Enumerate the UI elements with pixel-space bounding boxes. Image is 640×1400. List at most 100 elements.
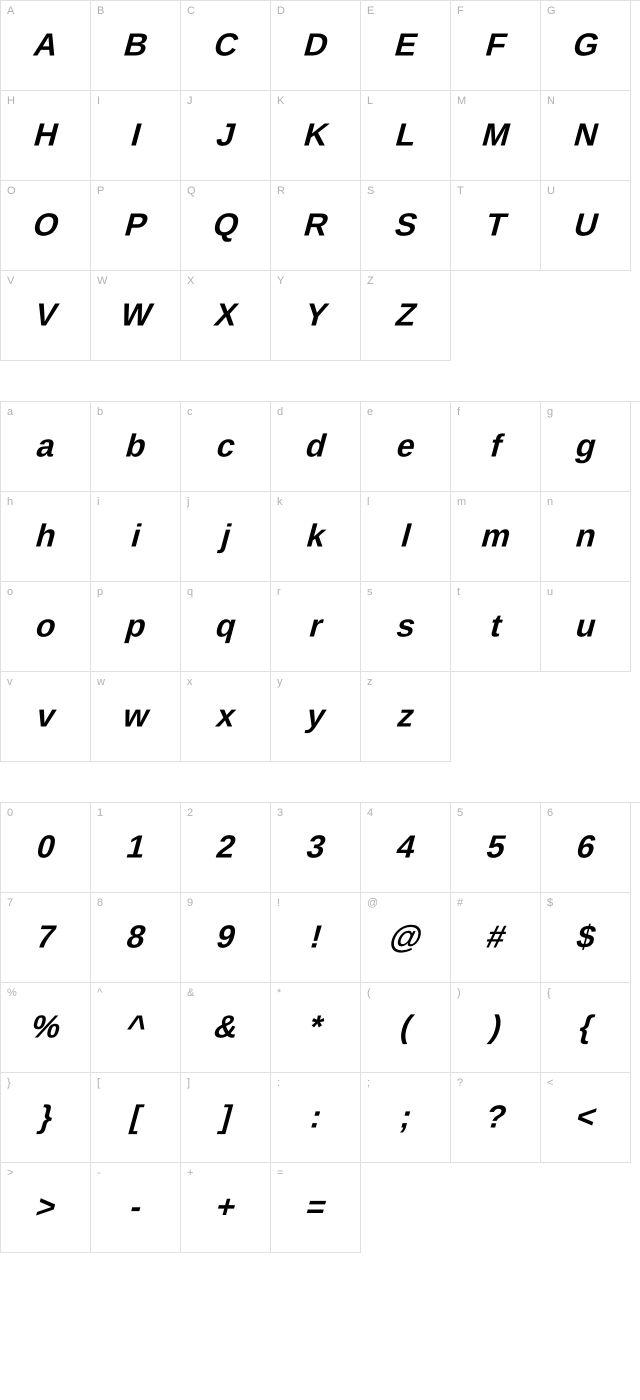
char-cell-empty <box>361 1163 451 1253</box>
char-cell: SS <box>361 181 451 271</box>
char-glyph: 2 <box>213 830 238 862</box>
char-label: 5 <box>457 807 463 819</box>
char-cell: BB <box>91 1 181 91</box>
char-label: 3 <box>277 807 283 819</box>
char-label: 4 <box>367 807 373 819</box>
char-label: @ <box>367 897 378 909</box>
char-glyph: k <box>303 519 328 551</box>
char-cell: vv <box>1 672 91 762</box>
char-glyph: Z <box>392 298 419 330</box>
char-cell: $$ <box>541 893 631 983</box>
charmap-section-numbers-symbols: 00112233445566778899!!@@##$$%%^^&&**(())… <box>0 802 640 1253</box>
char-label: { <box>547 987 551 999</box>
char-label: q <box>187 586 193 598</box>
char-glyph: ) <box>486 1010 504 1042</box>
char-label: ^ <box>97 987 102 999</box>
char-glyph: x <box>213 699 238 731</box>
char-label: C <box>187 5 195 17</box>
char-glyph: j <box>217 519 233 551</box>
char-cell: }} <box>1 1073 91 1163</box>
char-glyph: Y <box>301 298 330 330</box>
char-cell: yy <box>271 672 361 762</box>
char-glyph: - <box>126 1190 144 1222</box>
char-cell: ll <box>361 492 451 582</box>
char-cell: (( <box>361 983 451 1073</box>
char-label: f <box>457 406 460 418</box>
char-cell: KK <box>271 91 361 181</box>
char-glyph: 7 <box>33 920 58 952</box>
char-glyph: m <box>477 519 513 551</box>
char-cell: aa <box>1 402 91 492</box>
char-label: g <box>547 406 553 418</box>
char-cell: JJ <box>181 91 271 181</box>
char-label: i <box>97 496 99 508</box>
char-cell: 44 <box>361 803 451 893</box>
char-glyph: A <box>30 28 61 60</box>
charmap-section-uppercase: AABBCCDDEEFFGGHHIIJJKKLLMMNNOOPPQQRRSSTT… <box>0 0 640 361</box>
char-cell: ]] <box>181 1073 271 1163</box>
character-map: AABBCCDDEEFFGGHHIIJJKKLLMMNNOOPPQQRRSSTT… <box>0 0 640 1253</box>
char-label: + <box>187 1167 193 1179</box>
char-glyph: v <box>33 699 58 731</box>
char-glyph: z <box>394 699 418 731</box>
char-cell: nn <box>541 492 631 582</box>
char-label: : <box>277 1077 280 1089</box>
char-glyph: h <box>32 519 59 551</box>
char-glyph: 5 <box>483 830 508 862</box>
char-cell: %% <box>1 983 91 1073</box>
char-glyph: c <box>213 429 238 461</box>
char-glyph: * <box>305 1010 325 1042</box>
char-label: B <box>97 5 104 17</box>
char-glyph: i <box>127 519 143 551</box>
char-cell: qq <box>181 582 271 672</box>
char-label: c <box>187 406 193 418</box>
char-label: 0 <box>7 807 13 819</box>
char-cell: NN <box>541 91 631 181</box>
char-label: d <box>277 406 283 418</box>
char-label: t <box>457 586 460 598</box>
char-cell: << <box>541 1073 631 1163</box>
char-glyph: $ <box>573 920 598 952</box>
char-cell: cc <box>181 402 271 492</box>
char-label: $ <box>547 897 553 909</box>
char-glyph: < <box>572 1100 598 1132</box>
char-glyph: g <box>572 429 599 461</box>
char-label: p <box>97 586 103 598</box>
char-label: S <box>367 185 374 197</box>
char-cell: LL <box>361 91 451 181</box>
char-glyph: e <box>393 429 418 461</box>
char-label: ! <box>277 897 280 909</box>
char-cell: uu <box>541 582 631 672</box>
charmap-grid: aabbccddeeffgghhiijjkkllmmnnooppqqrrsstt… <box>0 401 640 762</box>
char-glyph: w <box>119 699 151 731</box>
char-label: v <box>7 676 13 688</box>
char-glyph: P <box>121 208 150 240</box>
charmap-grid: 00112233445566778899!!@@##$$%%^^&&**(())… <box>0 802 640 1253</box>
char-cell: bb <box>91 402 181 492</box>
char-label: } <box>7 1077 11 1089</box>
char-label: l <box>367 496 369 508</box>
char-glyph: Q <box>209 208 241 240</box>
char-glyph: D <box>300 28 331 60</box>
char-label: Y <box>277 275 284 287</box>
char-glyph: N <box>570 118 601 150</box>
char-cell: 88 <box>91 893 181 983</box>
char-glyph: ! <box>306 920 324 952</box>
char-glyph: 3 <box>303 830 328 862</box>
char-label: < <box>547 1077 553 1089</box>
char-label: j <box>187 496 189 508</box>
char-label: k <box>277 496 283 508</box>
char-cell: RR <box>271 181 361 271</box>
char-cell: @@ <box>361 893 451 983</box>
char-label: N <box>547 95 555 107</box>
char-glyph: 9 <box>213 920 238 952</box>
char-cell: WW <box>91 271 181 361</box>
char-cell: ^^ <box>91 983 181 1073</box>
char-cell: hh <box>1 492 91 582</box>
char-glyph: B <box>120 28 151 60</box>
char-cell: {{ <box>541 983 631 1073</box>
char-label: L <box>367 95 373 107</box>
char-cell: ++ <box>181 1163 271 1253</box>
char-cell: YY <box>271 271 361 361</box>
char-label: O <box>7 185 16 197</box>
